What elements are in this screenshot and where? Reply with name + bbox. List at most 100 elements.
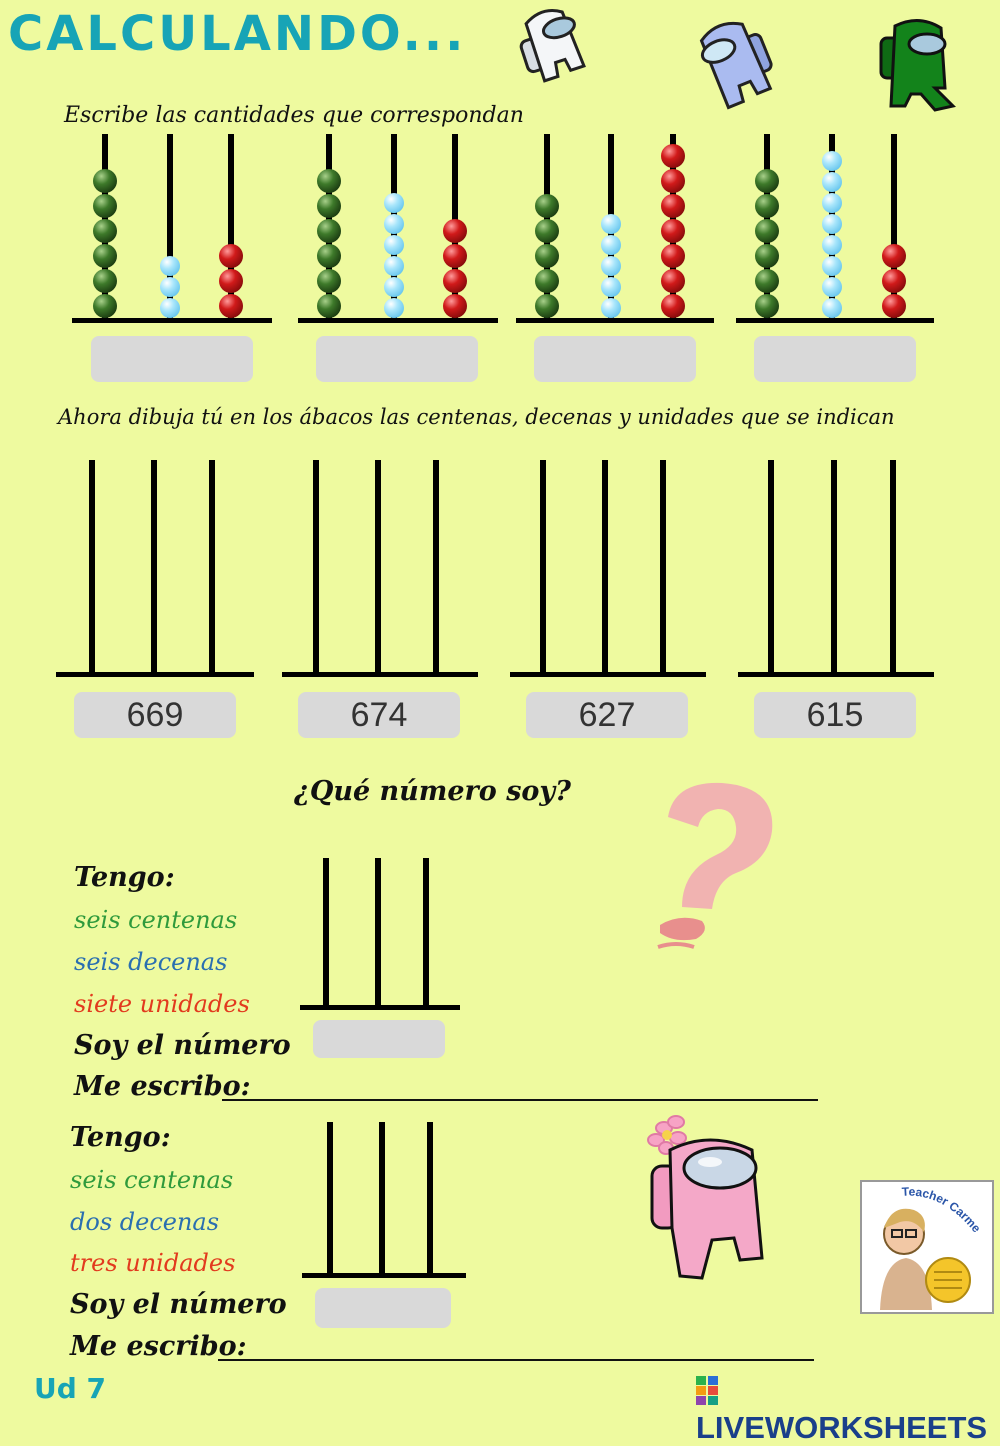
page-title: CALCULANDO...	[8, 6, 467, 62]
abacus-base	[72, 318, 272, 323]
section-title-que-numero: ¿Qué número soy?	[294, 776, 571, 807]
abacus-rod	[228, 134, 234, 318]
centenas-text-1: seis centenas	[74, 906, 238, 934]
centena-bead	[755, 244, 779, 268]
centena-bead	[93, 219, 117, 243]
decena-bead	[384, 235, 404, 255]
question-mark-icon	[657, 782, 773, 949]
centena-bead	[535, 219, 559, 243]
write-line-1[interactable]	[222, 1099, 818, 1101]
write-line-2[interactable]	[218, 1359, 814, 1361]
centena-bead	[535, 244, 559, 268]
unidad-bead	[443, 244, 467, 268]
decena-bead	[384, 298, 404, 318]
centena-bead	[755, 219, 779, 243]
abacus-rod[interactable]	[151, 460, 157, 672]
decena-bead	[822, 193, 842, 213]
decena-bead	[601, 214, 621, 234]
abacus-rod[interactable]	[89, 460, 95, 672]
answer-box-4[interactable]	[754, 336, 916, 382]
centena-bead	[93, 269, 117, 293]
unidad-bead	[661, 144, 685, 168]
answer-box-puzzle-2[interactable]	[315, 1288, 451, 1328]
centena-bead	[535, 269, 559, 293]
abacus-rod[interactable]	[540, 460, 546, 672]
tengo-label-1: Tengo:	[74, 862, 175, 893]
abacus-rod[interactable]	[890, 460, 896, 672]
decena-bead	[384, 193, 404, 213]
abacus-rod	[891, 134, 897, 318]
liveworksheets-logo: LIVEWORKSHEETS	[696, 1374, 1000, 1446]
decena-bead	[822, 277, 842, 297]
decena-bead	[601, 277, 621, 297]
decena-bead	[384, 214, 404, 234]
soy-numero-label-2: Soy el número	[70, 1289, 287, 1320]
mini-abacus-1[interactable]	[300, 1005, 460, 1010]
decena-bead	[822, 214, 842, 234]
abacus-rod[interactable]	[313, 460, 319, 672]
crewmate-pink-icon	[647, 1115, 764, 1280]
abacus-rod[interactable]	[375, 460, 381, 672]
unidad-bead	[219, 269, 243, 293]
centena-bead	[317, 244, 341, 268]
centena-bead	[535, 194, 559, 218]
unidad-bead	[882, 294, 906, 318]
me-escribo-label-2: Me escribo:	[70, 1331, 247, 1362]
abacus-base	[298, 318, 498, 323]
abacus-base	[516, 318, 714, 323]
centena-bead	[317, 194, 341, 218]
decena-bead	[601, 235, 621, 255]
me-escribo-label-1: Me escribo:	[74, 1071, 251, 1102]
abacus-rod[interactable]	[768, 460, 774, 672]
unidad-bead	[219, 294, 243, 318]
decena-bead	[160, 298, 180, 318]
soy-numero-label-1: Soy el número	[74, 1030, 291, 1061]
unidades-text-1: siete unidades	[74, 990, 250, 1018]
unidad-bead	[443, 269, 467, 293]
unidad-bead	[661, 194, 685, 218]
decena-bead	[160, 277, 180, 297]
decena-bead	[822, 256, 842, 276]
number-box-4: 615	[754, 692, 916, 738]
answer-box-3[interactable]	[534, 336, 696, 382]
unidad-bead	[882, 269, 906, 293]
abacus-base	[738, 672, 934, 677]
unidad-bead	[443, 219, 467, 243]
unit-label: Ud 7	[34, 1372, 107, 1405]
abacus-rod[interactable]	[209, 460, 215, 672]
centena-bead	[755, 269, 779, 293]
answer-box-puzzle-1[interactable]	[313, 1020, 445, 1058]
unidad-bead	[661, 269, 685, 293]
centenas-text-2: seis centenas	[70, 1166, 234, 1194]
abacus-rod[interactable]	[433, 460, 439, 672]
abacus-rod[interactable]	[660, 460, 666, 672]
centena-bead	[93, 194, 117, 218]
decena-bead	[160, 256, 180, 276]
unidad-bead	[219, 244, 243, 268]
number-box-1: 669	[74, 692, 236, 738]
centena-bead	[93, 294, 117, 318]
decena-bead	[822, 235, 842, 255]
abacus-base	[510, 672, 706, 677]
abacus-base	[56, 672, 254, 677]
centena-bead	[93, 169, 117, 193]
decena-bead	[601, 298, 621, 318]
centena-bead	[755, 169, 779, 193]
instruction-1: Escribe las cantidades que correspondan	[64, 103, 524, 128]
centena-bead	[317, 294, 341, 318]
unidad-bead	[443, 294, 467, 318]
mini-abacus-2[interactable]	[302, 1273, 466, 1278]
answer-box-2[interactable]	[316, 336, 478, 382]
crewmate-green-icon	[879, 19, 956, 112]
centena-bead	[317, 269, 341, 293]
abacus-rod[interactable]	[831, 460, 837, 672]
unidad-bead	[661, 294, 685, 318]
unidad-bead	[661, 219, 685, 243]
abacus-rod[interactable]	[602, 460, 608, 672]
centena-bead	[93, 244, 117, 268]
answer-box-1[interactable]	[91, 336, 253, 382]
centena-bead	[535, 294, 559, 318]
abacus-base	[736, 318, 934, 323]
decena-bead	[822, 298, 842, 318]
crewmate-white-icon	[519, 9, 586, 83]
